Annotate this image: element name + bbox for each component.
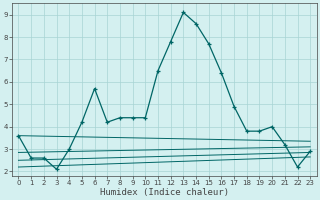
- X-axis label: Humidex (Indice chaleur): Humidex (Indice chaleur): [100, 188, 229, 197]
